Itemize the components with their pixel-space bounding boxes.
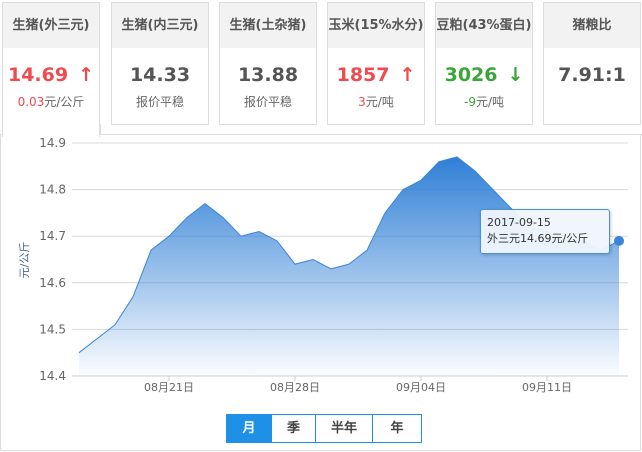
card-value: 13.88 [237, 64, 299, 86]
card-title: 生猪(内三元) [112, 3, 208, 48]
range-quarter-button[interactable]: 季 [271, 415, 315, 442]
range-selector: 月 季 半年 年 [226, 414, 422, 443]
arrow-up-icon: ↑ [78, 64, 95, 86]
arrow-up-icon: ↑ [399, 64, 416, 86]
tooltip-value: 外三元14.69元/公斤 [487, 232, 589, 245]
change-unit: 报价平稳 [135, 95, 184, 109]
card-title: 豆粕(43%蛋白) [436, 3, 532, 48]
card-title: 生猪(土杂猪) [220, 3, 316, 48]
y-tick-label: 14.6 [39, 276, 66, 290]
y-tick-label: 14.7 [39, 229, 66, 243]
y-tick-label: 14.4 [39, 369, 66, 383]
card-title: 猪粮比 [544, 3, 640, 48]
tooltip-date: 2017-09-15 [487, 216, 551, 229]
card-value: 14.33 [129, 64, 191, 86]
change-value: 0.03 [17, 95, 45, 109]
tab-strip [100, 124, 642, 135]
arrow-down-icon: ↓ [507, 64, 524, 86]
range-year-button[interactable]: 年 [372, 415, 421, 442]
card-change: 0.03元/公斤 [3, 93, 99, 110]
change-unit: 报价平稳 [243, 95, 292, 109]
price-card[interactable]: 生猪(外三元) 14.69 ↑ 0.03元/公斤 [2, 2, 100, 137]
change-unit: 元/公斤 [44, 95, 85, 109]
change-value: -9 [463, 95, 476, 109]
card-change: -9元/吨 [436, 93, 532, 110]
x-tick-label: 09月11日 [522, 381, 572, 394]
change-value: 3 [358, 95, 366, 109]
card-value: 3026 [444, 64, 498, 86]
price-card[interactable]: 玉米(15%水分) 1857 ↑ 3元/吨 [327, 2, 425, 125]
data-point [614, 235, 624, 246]
price-card[interactable]: 豆粕(43%蛋白) 3026 ↓ -9元/吨 [435, 2, 533, 125]
y-tick-label: 14.8 [39, 183, 66, 197]
y-tick-label: 14.9 [39, 136, 66, 150]
price-card[interactable]: 生猪(内三元) 14.33 报价平稳 [111, 2, 209, 125]
card-value: 1857 [336, 64, 390, 86]
card-change: 3元/吨 [328, 93, 424, 110]
x-tick-label: 08月21日 [144, 381, 194, 394]
price-card[interactable]: 猪粮比 7.91:1 [543, 2, 641, 125]
y-tick-label: 14.5 [39, 322, 66, 336]
chart-tooltip: 2017-09-15 外三元14.69元/公斤 [480, 209, 610, 254]
card-change: 报价平稳 [220, 93, 316, 110]
card-value: 14.69 [7, 64, 69, 86]
card-value: 7.91:1 [558, 64, 626, 86]
card-change: 报价平稳 [112, 93, 208, 110]
change-unit: 元/吨 [475, 95, 504, 109]
x-tick-label: 08月28日 [270, 381, 320, 394]
card-title: 玉米(15%水分) [328, 3, 424, 48]
range-month-button[interactable]: 月 [227, 415, 271, 442]
price-card[interactable]: 生猪(土杂猪) 13.88 报价平稳 [219, 2, 317, 125]
change-unit: 元/吨 [365, 95, 394, 109]
x-tick-label: 09月04日 [396, 381, 446, 394]
card-title: 生猪(外三元) [3, 3, 99, 48]
y-axis-label: 元/公斤 [18, 242, 31, 279]
range-halfyear-button[interactable]: 半年 [315, 415, 372, 442]
